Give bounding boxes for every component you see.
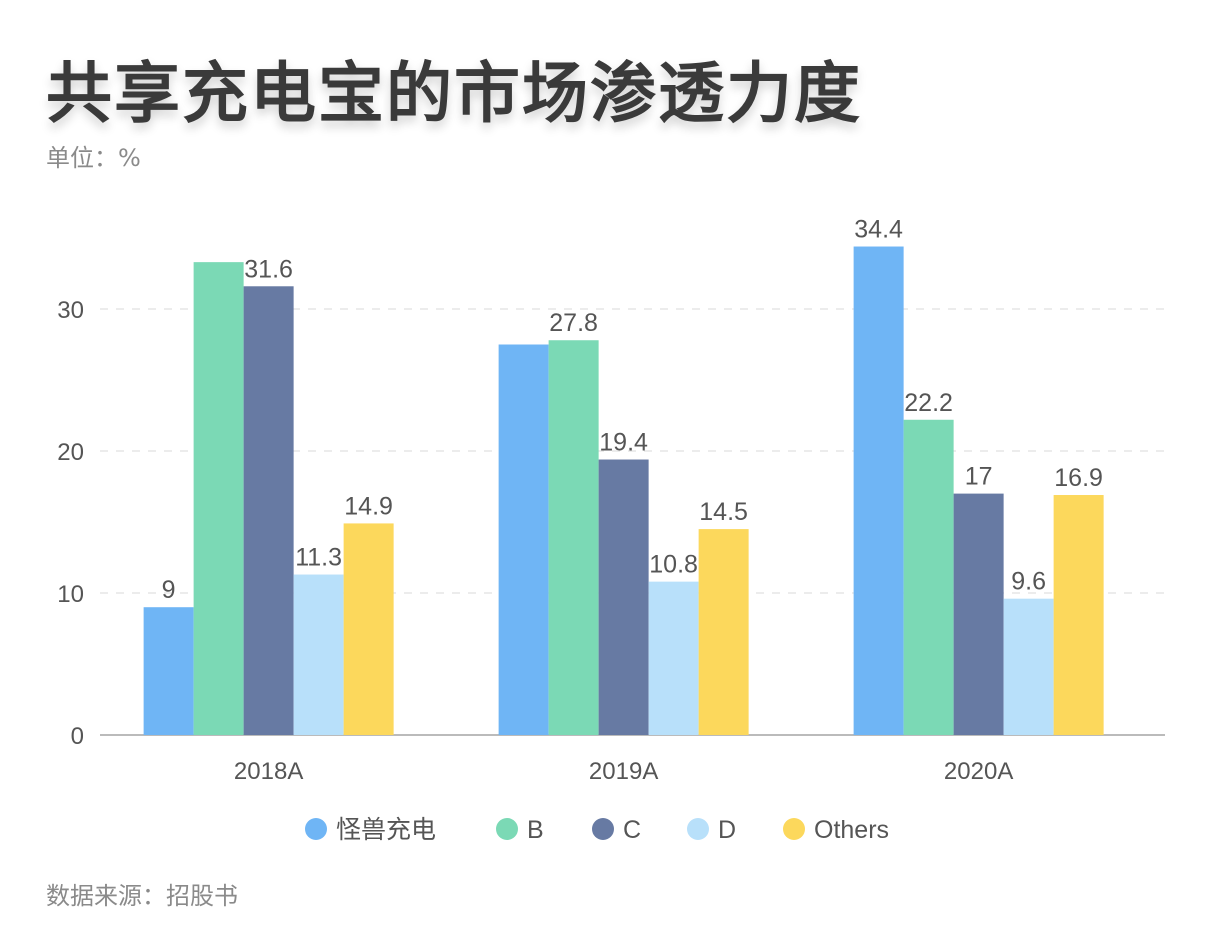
- bar: [143, 607, 194, 735]
- data-label: 9: [162, 576, 176, 604]
- bar: [698, 529, 749, 735]
- legend-label: C: [623, 816, 641, 844]
- y-tick-label: 0: [71, 723, 84, 750]
- data-source: 数据来源：招股书: [46, 882, 238, 910]
- legend-marker: [592, 818, 614, 840]
- x-tick-label: 2019A: [589, 758, 658, 785]
- legend-label: Others: [814, 816, 889, 844]
- y-tick-label: 20: [57, 439, 84, 466]
- legend-label: D: [718, 816, 736, 844]
- data-label: 14.5: [699, 498, 748, 526]
- data-label: 11.3: [295, 544, 342, 572]
- bar: [343, 523, 394, 735]
- x-tick-label: 2020A: [944, 758, 1013, 785]
- data-label: 17: [965, 463, 993, 491]
- y-tick-label: 10: [57, 581, 84, 608]
- bar: [243, 286, 294, 735]
- data-label: 10.8: [649, 551, 698, 579]
- legend-marker: [496, 818, 518, 840]
- x-tick-label: 2018A: [234, 758, 303, 785]
- bar: [648, 581, 699, 735]
- data-label: 9.6: [1011, 568, 1046, 596]
- bar: [853, 246, 904, 735]
- bar: [293, 574, 344, 735]
- bar: [498, 344, 549, 735]
- data-label: 16.9: [1054, 464, 1103, 492]
- bar: [548, 340, 599, 735]
- chart-title: 共享充电宝的市场渗透力度: [46, 55, 862, 132]
- legend-label: B: [527, 816, 544, 844]
- bar: [1053, 495, 1104, 735]
- data-label: 27.8: [549, 309, 598, 337]
- bar: [598, 459, 649, 735]
- data-label: 14.9: [344, 492, 393, 520]
- legend-marker: [305, 818, 327, 840]
- bar: [1003, 598, 1054, 735]
- bar: [903, 419, 954, 735]
- legend-marker: [687, 818, 709, 840]
- data-label: 22.2: [904, 389, 953, 417]
- data-label: 19.4: [599, 429, 648, 457]
- data-label: 31.6: [244, 255, 293, 283]
- legend-label: 怪兽充电: [336, 816, 436, 844]
- bar: [953, 493, 1004, 735]
- data-label: 34.4: [854, 216, 903, 244]
- legend-marker: [783, 818, 805, 840]
- bar: [193, 262, 244, 735]
- y-tick-label: 30: [57, 297, 84, 324]
- chart-unit: 单位：%: [46, 144, 141, 172]
